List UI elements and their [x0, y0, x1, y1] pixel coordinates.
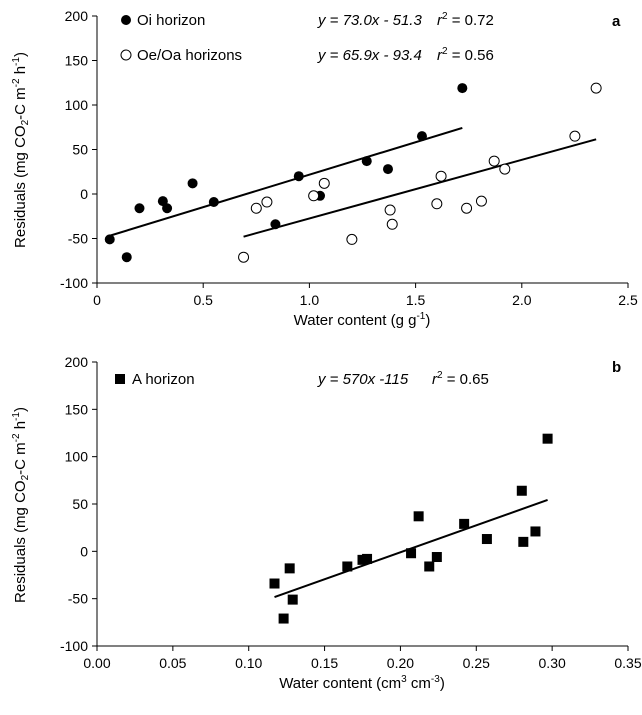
panel-b-series-0-point	[518, 536, 529, 547]
panel-a-xtick-label: 2.5	[618, 292, 638, 308]
panel-a-y-axis-title: Residuals (mg CO2-C m-2 h-1)	[11, 52, 31, 248]
panel-b-series-0-point	[278, 613, 289, 624]
panel-b-xtick-label: 0.05	[159, 655, 186, 671]
panel-a-series-0-point	[382, 164, 393, 175]
panel-a-series-1-point	[386, 218, 398, 230]
panel-a-series-1-point	[488, 155, 500, 167]
panel-b-x-axis-title: Water content (cm3 cm-3)	[279, 674, 445, 692]
panel-a-series-1-point	[569, 130, 581, 142]
r2-oi: r2 = 0.72	[437, 11, 494, 29]
panel-b-xtick-label: 0.20	[387, 655, 414, 671]
panel-b-series-0-point	[284, 563, 295, 574]
panel-b-series-0-point	[413, 511, 424, 522]
legend-marker-oe-oa	[120, 49, 132, 61]
equation-oi: y = 73.0x - 51.3	[317, 12, 422, 29]
panel-a-ytick-label: 200	[65, 8, 89, 24]
panel-a-series-0-point	[416, 131, 427, 142]
panel-b-xtick-label: 0.25	[463, 655, 490, 671]
panel-b-plot: -100 -50 0 50 100 150 200 0.00 0.05 0.10 0.15 0.20…	[11, 354, 642, 692]
panel-b-series-0-point	[530, 526, 541, 537]
panel-b-series-0-point	[269, 578, 280, 589]
panel-a-ytick-label: 150	[65, 53, 89, 69]
panel-a-ytick-label: 50	[72, 142, 88, 158]
panel-b-xtick-label: 0.10	[235, 655, 262, 671]
panel-a-series-1-point	[475, 195, 487, 207]
panel-a-xtick-label: 0.5	[193, 292, 213, 308]
r2-a-horizon: r2 = 0.65	[432, 370, 489, 388]
panel-a-series-0-point	[208, 197, 219, 208]
panel-b-series-0-point	[516, 485, 527, 496]
panel-a-x-axis-title: Water content (g g-1)	[294, 311, 431, 329]
panel-b-xtick-label: 0.15	[311, 655, 338, 671]
r2-oe-oa: r2 = 0.56	[437, 46, 494, 64]
legend-label-oe-oa: Oe/Oa horizons	[137, 47, 242, 64]
panel-b-series-0-point	[431, 552, 442, 563]
panel-b-series-0-point	[459, 518, 470, 529]
panel-a-ytick-label: -100	[60, 275, 88, 291]
panel-a-series-1-point	[384, 204, 396, 216]
panel-a-series-1-point	[435, 170, 447, 182]
panel-a-series-1-point	[499, 163, 511, 175]
panel-a-xtick-label: 1.5	[406, 292, 426, 308]
legend-marker-a-horizon	[115, 374, 125, 384]
panel-a-series-0-point	[457, 83, 468, 94]
panel-a-xtick-label: 1.0	[300, 292, 320, 308]
panel-a-series-0-point	[293, 171, 304, 182]
panel-a-series-0-point	[121, 252, 132, 263]
panel-b-series-0-point	[542, 433, 553, 444]
panel-b-series-0-point	[362, 553, 373, 564]
panel-a-letter: a	[612, 13, 621, 30]
panel-b-y-axis-title: Residuals (mg CO2-C m-2 h-1)	[11, 407, 31, 603]
equation-oe-oa: y = 65.9x - 93.4	[317, 47, 422, 64]
panel-b-series-0-point	[424, 561, 435, 572]
panel-b-ytick-label: -100	[60, 638, 88, 654]
panel-a-series-1-point	[238, 251, 250, 263]
panel-b-ytick-label: 100	[65, 449, 89, 465]
legend-marker-oi	[121, 15, 131, 25]
panel-a-ytick-label: -50	[68, 231, 88, 247]
panel-a-ytick-label: 100	[65, 97, 89, 113]
panel-b-xtick-label: 0.00	[83, 655, 110, 671]
panel-a-series-1-point	[461, 202, 473, 214]
panel-a-ytick-label: 0	[80, 186, 88, 202]
panel-a-series-1-point	[431, 198, 443, 210]
panel-b-ytick-label: 200	[65, 354, 89, 370]
panel-b-ytick-label: -50	[68, 591, 88, 607]
panel-b-ytick-label: 150	[65, 401, 89, 417]
panel-a-series-1-point	[308, 190, 320, 202]
panel-b-series-0-point	[406, 548, 417, 559]
panel-b-xtick-label: 0.30	[539, 655, 566, 671]
panel-a-xtick-label: 2.0	[512, 292, 532, 308]
panel-a-series-1-point	[318, 177, 330, 189]
panel-a-series-1-point	[250, 202, 262, 214]
panel-b-series-0-point	[481, 534, 492, 545]
panel-a-series-0-point	[104, 234, 115, 245]
panel-a-series-1-point	[261, 196, 273, 208]
panel-b-ytick-label: 50	[72, 496, 88, 512]
panel-b-ytick-label: 0	[80, 543, 88, 559]
panel-a-series-1-point	[590, 82, 602, 94]
panel-a-series-0-point	[270, 219, 281, 230]
panel-a-series-0-point	[187, 178, 198, 189]
panel-a-fit-line-1	[243, 138, 597, 238]
panel-a-plot: -100 -50 0 50 100 150 200 0 0.5 1.0 1.5 2.0 2.5 a O…	[11, 8, 638, 329]
panel-a-xtick-label: 0	[93, 292, 101, 308]
panel-a-series-1-point	[346, 233, 358, 245]
panel-b-letter: b	[612, 359, 621, 376]
equation-a-horizon: y = 570x -115	[317, 371, 409, 388]
panel-b-series-0-point	[342, 561, 353, 572]
panel-a-series-0-point	[361, 156, 372, 167]
panel-a-series-0-point	[134, 203, 145, 214]
panel-b-xtick-label: 0.35	[614, 655, 641, 671]
panel-b-series-0-point	[287, 594, 298, 605]
legend-label-a-horizon: A horizon	[132, 371, 195, 388]
legend-label-oi: Oi horizon	[137, 12, 205, 29]
panel-a-series-0-point	[162, 203, 173, 214]
panel-a-fit-line-0	[109, 126, 463, 237]
